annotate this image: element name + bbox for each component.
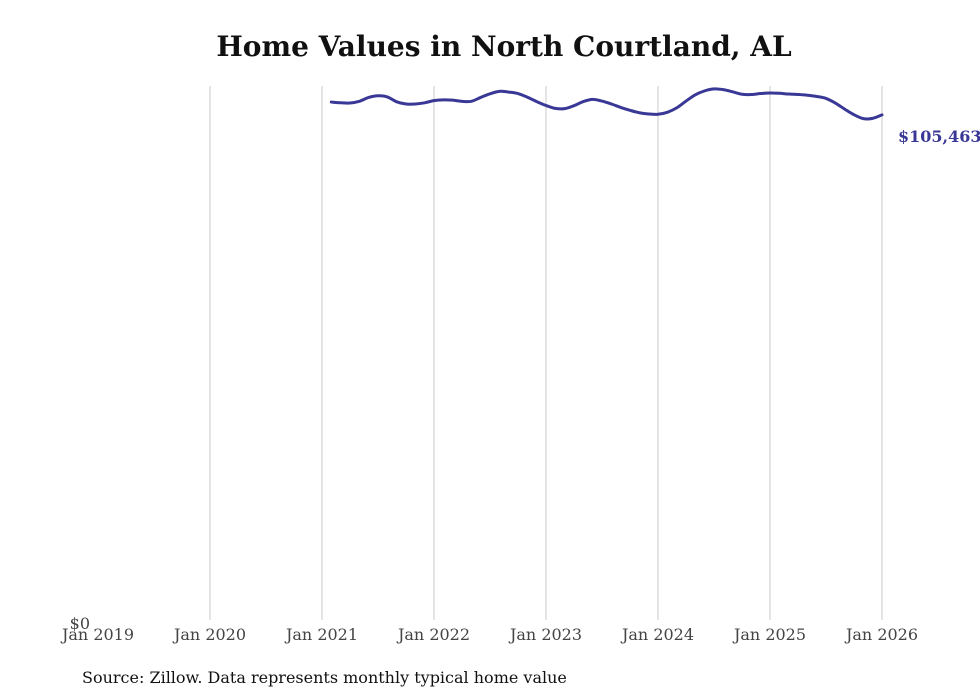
series-layer: [329, 87, 884, 121]
x-tick-label: Jan 2022: [396, 625, 470, 644]
x-tick-label: Jan 2026: [844, 625, 918, 644]
x-tick-label: Jan 2021: [284, 625, 358, 644]
series-line: [329, 87, 884, 121]
x-tick-label: Jan 2023: [508, 625, 582, 644]
source-note: Source: Zillow. Data represents monthly …: [82, 668, 567, 687]
x-tick-label: Jan 2020: [172, 625, 246, 644]
end-value-label: $105,463: [898, 127, 980, 146]
x-tick-label: Jan 2024: [620, 625, 694, 644]
x-tick-label: Jan 2025: [732, 625, 806, 644]
gridlines: [209, 86, 883, 620]
chart-title: Home Values in North Courtland, AL: [216, 30, 792, 63]
x-tick-label: Jan 2019: [60, 625, 134, 644]
axis-labels: Jan 2019 Jan 2020 Jan 2021 Jan 2022 Jan 2023…: [60, 127, 980, 644]
y-tick-label: $0: [70, 614, 90, 633]
